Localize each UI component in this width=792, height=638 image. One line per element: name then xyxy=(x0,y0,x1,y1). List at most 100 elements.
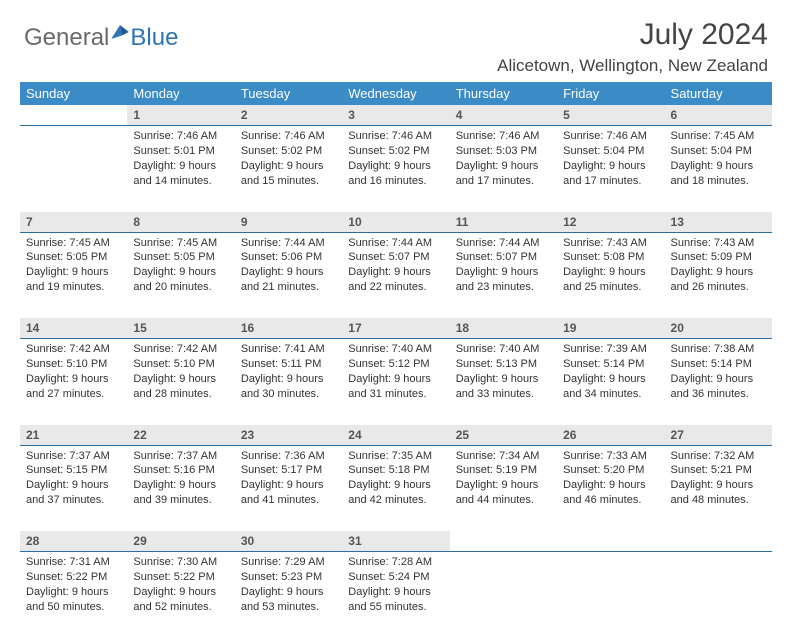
day-cell: Sunrise: 7:36 AMSunset: 5:17 PMDaylight:… xyxy=(235,445,342,531)
sunset-text: Sunset: 5:15 PM xyxy=(26,463,121,478)
daylight-text-2: and 30 minutes. xyxy=(241,387,336,402)
week-row: Sunrise: 7:42 AMSunset: 5:10 PMDaylight:… xyxy=(20,339,772,425)
daylight-text-2: and 41 minutes. xyxy=(241,493,336,508)
day-number: 16 xyxy=(235,318,342,339)
sunset-text: Sunset: 5:05 PM xyxy=(133,250,228,265)
daylight-text-2: and 17 minutes. xyxy=(456,174,551,189)
sunrise-text: Sunrise: 7:28 AM xyxy=(348,555,443,570)
daylight-text-2: and 48 minutes. xyxy=(671,493,766,508)
weekday-header: Wednesday xyxy=(342,82,449,105)
daynum-row: 78910111213 xyxy=(20,212,772,233)
daylight-text: Daylight: 9 hours xyxy=(26,585,121,600)
day-cell: Sunrise: 7:43 AMSunset: 5:08 PMDaylight:… xyxy=(557,232,664,318)
daylight-text: Daylight: 9 hours xyxy=(241,478,336,493)
day-cell: Sunrise: 7:46 AMSunset: 5:02 PMDaylight:… xyxy=(342,126,449,212)
day-number: 9 xyxy=(235,212,342,233)
week-row: Sunrise: 7:45 AMSunset: 5:05 PMDaylight:… xyxy=(20,232,772,318)
daylight-text: Daylight: 9 hours xyxy=(348,372,443,387)
day-number: 28 xyxy=(20,531,127,552)
sunset-text: Sunset: 5:04 PM xyxy=(671,144,766,159)
sunset-text: Sunset: 5:08 PM xyxy=(563,250,658,265)
day-cell: Sunrise: 7:45 AMSunset: 5:04 PMDaylight:… xyxy=(665,126,772,212)
daynum-row: 28293031 xyxy=(20,531,772,552)
week-row: Sunrise: 7:37 AMSunset: 5:15 PMDaylight:… xyxy=(20,445,772,531)
daylight-text-2: and 25 minutes. xyxy=(563,280,658,295)
brand-logo: General Blue xyxy=(24,18,178,52)
daylight-text-2: and 27 minutes. xyxy=(26,387,121,402)
day-cell: Sunrise: 7:46 AMSunset: 5:01 PMDaylight:… xyxy=(127,126,234,212)
sunrise-text: Sunrise: 7:45 AM xyxy=(133,236,228,251)
daylight-text-2: and 46 minutes. xyxy=(563,493,658,508)
weekday-header: Sunday xyxy=(20,82,127,105)
day-cell: Sunrise: 7:46 AMSunset: 5:04 PMDaylight:… xyxy=(557,126,664,212)
sunrise-text: Sunrise: 7:36 AM xyxy=(241,449,336,464)
day-cell xyxy=(20,126,127,212)
daylight-text-2: and 53 minutes. xyxy=(241,600,336,615)
day-cell: Sunrise: 7:40 AMSunset: 5:13 PMDaylight:… xyxy=(450,339,557,425)
daylight-text: Daylight: 9 hours xyxy=(133,478,228,493)
sunrise-text: Sunrise: 7:43 AM xyxy=(563,236,658,251)
day-cell: Sunrise: 7:46 AMSunset: 5:02 PMDaylight:… xyxy=(235,126,342,212)
day-number: 25 xyxy=(450,425,557,446)
day-cell: Sunrise: 7:44 AMSunset: 5:07 PMDaylight:… xyxy=(450,232,557,318)
day-number xyxy=(557,531,664,552)
day-cell: Sunrise: 7:28 AMSunset: 5:24 PMDaylight:… xyxy=(342,552,449,638)
day-number: 20 xyxy=(665,318,772,339)
daylight-text: Daylight: 9 hours xyxy=(671,372,766,387)
daylight-text: Daylight: 9 hours xyxy=(456,265,551,280)
daylight-text: Daylight: 9 hours xyxy=(671,265,766,280)
daylight-text: Daylight: 9 hours xyxy=(241,585,336,600)
day-cell: Sunrise: 7:38 AMSunset: 5:14 PMDaylight:… xyxy=(665,339,772,425)
day-number xyxy=(450,531,557,552)
sunset-text: Sunset: 5:23 PM xyxy=(241,570,336,585)
daylight-text-2: and 20 minutes. xyxy=(133,280,228,295)
sunrise-text: Sunrise: 7:44 AM xyxy=(241,236,336,251)
daylight-text-2: and 50 minutes. xyxy=(26,600,121,615)
daylight-text: Daylight: 9 hours xyxy=(563,265,658,280)
daylight-text: Daylight: 9 hours xyxy=(348,265,443,280)
daylight-text: Daylight: 9 hours xyxy=(456,372,551,387)
sunrise-text: Sunrise: 7:42 AM xyxy=(26,342,121,357)
sunrise-text: Sunrise: 7:30 AM xyxy=(133,555,228,570)
daylight-text: Daylight: 9 hours xyxy=(241,265,336,280)
sunset-text: Sunset: 5:20 PM xyxy=(563,463,658,478)
daylight-text-2: and 44 minutes. xyxy=(456,493,551,508)
daylight-text: Daylight: 9 hours xyxy=(26,372,121,387)
day-number: 7 xyxy=(20,212,127,233)
day-cell: Sunrise: 7:45 AMSunset: 5:05 PMDaylight:… xyxy=(20,232,127,318)
daylight-text-2: and 26 minutes. xyxy=(671,280,766,295)
day-number: 15 xyxy=(127,318,234,339)
daylight-text: Daylight: 9 hours xyxy=(563,372,658,387)
day-cell: Sunrise: 7:32 AMSunset: 5:21 PMDaylight:… xyxy=(665,445,772,531)
sunset-text: Sunset: 5:02 PM xyxy=(241,144,336,159)
sunset-text: Sunset: 5:07 PM xyxy=(348,250,443,265)
daylight-text-2: and 34 minutes. xyxy=(563,387,658,402)
day-cell: Sunrise: 7:43 AMSunset: 5:09 PMDaylight:… xyxy=(665,232,772,318)
daylight-text: Daylight: 9 hours xyxy=(133,159,228,174)
sunset-text: Sunset: 5:07 PM xyxy=(456,250,551,265)
sunrise-text: Sunrise: 7:42 AM xyxy=(133,342,228,357)
daynum-row: 123456 xyxy=(20,105,772,126)
title-block: July 2024 Alicetown, Wellington, New Zea… xyxy=(497,18,768,76)
day-number: 5 xyxy=(557,105,664,126)
day-cell: Sunrise: 7:44 AMSunset: 5:07 PMDaylight:… xyxy=(342,232,449,318)
daylight-text: Daylight: 9 hours xyxy=(563,159,658,174)
daylight-text-2: and 14 minutes. xyxy=(133,174,228,189)
sunrise-text: Sunrise: 7:43 AM xyxy=(671,236,766,251)
header: General Blue July 2024 Alicetown, Wellin… xyxy=(20,18,772,76)
sunset-text: Sunset: 5:13 PM xyxy=(456,357,551,372)
week-row: Sunrise: 7:31 AMSunset: 5:22 PMDaylight:… xyxy=(20,552,772,638)
sunset-text: Sunset: 5:04 PM xyxy=(563,144,658,159)
day-number: 26 xyxy=(557,425,664,446)
sunrise-text: Sunrise: 7:45 AM xyxy=(26,236,121,251)
daylight-text: Daylight: 9 hours xyxy=(133,265,228,280)
sunset-text: Sunset: 5:21 PM xyxy=(671,463,766,478)
daylight-text: Daylight: 9 hours xyxy=(26,478,121,493)
sunset-text: Sunset: 5:16 PM xyxy=(133,463,228,478)
day-number: 6 xyxy=(665,105,772,126)
day-number: 12 xyxy=(557,212,664,233)
brand-part1: General xyxy=(24,24,109,52)
sunset-text: Sunset: 5:05 PM xyxy=(26,250,121,265)
sunrise-text: Sunrise: 7:37 AM xyxy=(133,449,228,464)
day-number: 14 xyxy=(20,318,127,339)
